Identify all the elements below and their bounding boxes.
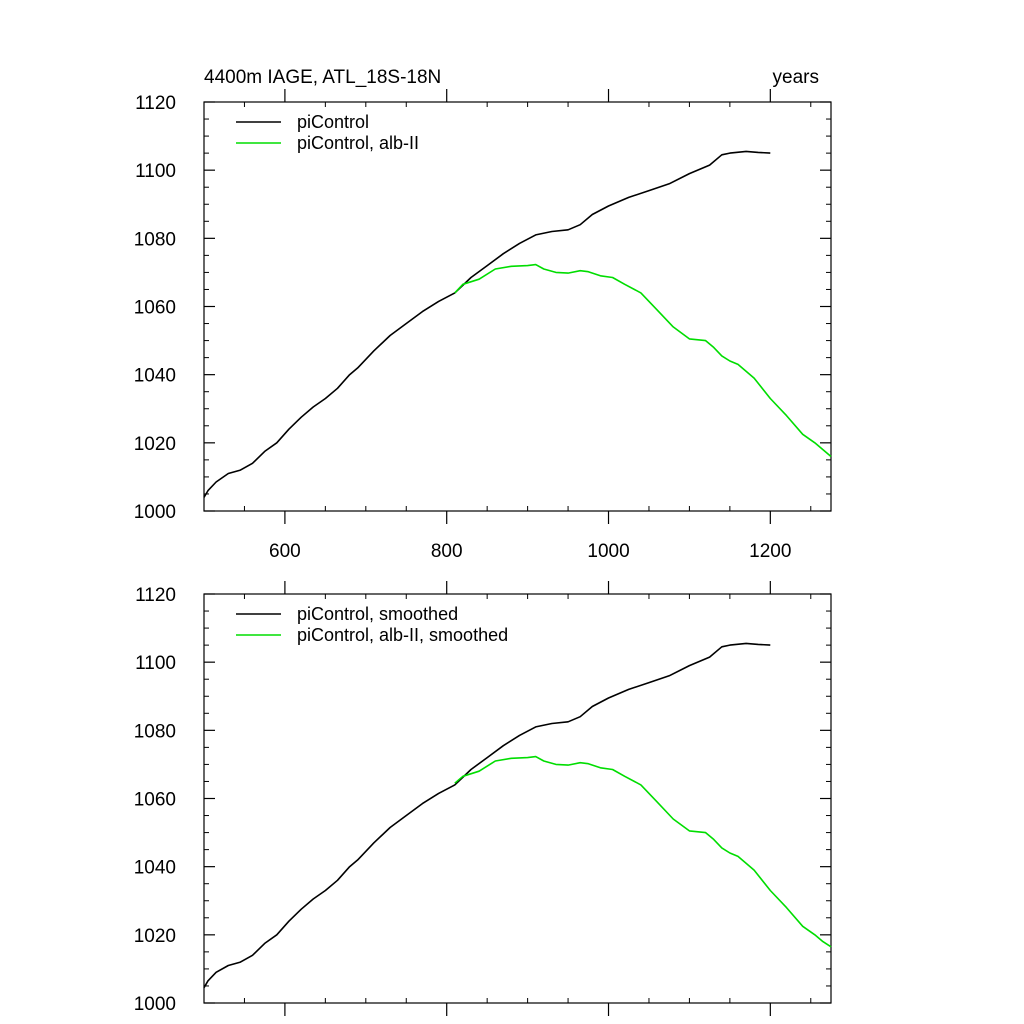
top-series-line-alb-ii [454, 263, 832, 458]
top-y-tick-label: 1040 [134, 366, 176, 387]
top-y-tick-label: 1120 [135, 93, 176, 114]
bottom-y-tick-label: 1060 [134, 790, 176, 811]
top-x-tick-label: 800 [431, 541, 463, 562]
figure-title: 4400m IAGE, ATL_18S-18N [204, 67, 441, 88]
bottom-y-tick-label: 1040 [134, 858, 176, 879]
top-y-tick-label: 1080 [134, 229, 176, 250]
top-x-tick-label: 1200 [749, 541, 791, 562]
bottom-y-tick-label: 1080 [134, 721, 176, 742]
bottom-y-tick-label: 1120 [135, 585, 176, 606]
top-y-tick-label: 1060 [134, 298, 176, 319]
top-series-line-picontrol [203, 150, 771, 498]
bottom-y-tick-label: 1000 [134, 994, 176, 1015]
top-legend-label: piControl [297, 112, 369, 132]
top-legend-label: piControl, alb-II [297, 133, 419, 153]
bottom-legend-label: piControl, alb-II, smoothed [297, 625, 508, 645]
top-y-tick-label: 1100 [135, 161, 176, 182]
top-panel: 1000 1020 1040 1060 1080 1100 1120 600 800 1000 12… [134, 89, 832, 562]
figure-units-label: years [773, 67, 819, 88]
top-x-tick-label: 600 [269, 541, 301, 562]
bottom-y-tick-label: 1020 [134, 926, 176, 947]
bottom-series-line-alb-ii [454, 755, 832, 948]
bottom-y-tick-label: 1100 [135, 653, 176, 674]
bottom-plot-frame [203, 593, 832, 1004]
bottom-legend-label: piControl, smoothed [297, 604, 458, 624]
top-y-tick-label: 1000 [134, 502, 176, 523]
bottom-panel: 1000 1020 1040 1060 1080 1100 1120 piControl, s… [134, 581, 832, 1016]
bottom-series-line-picontrol [203, 642, 771, 989]
top-plot-frame [203, 101, 832, 512]
top-x-tick-label: 1000 [587, 541, 629, 562]
top-y-tick-label: 1020 [134, 434, 176, 455]
